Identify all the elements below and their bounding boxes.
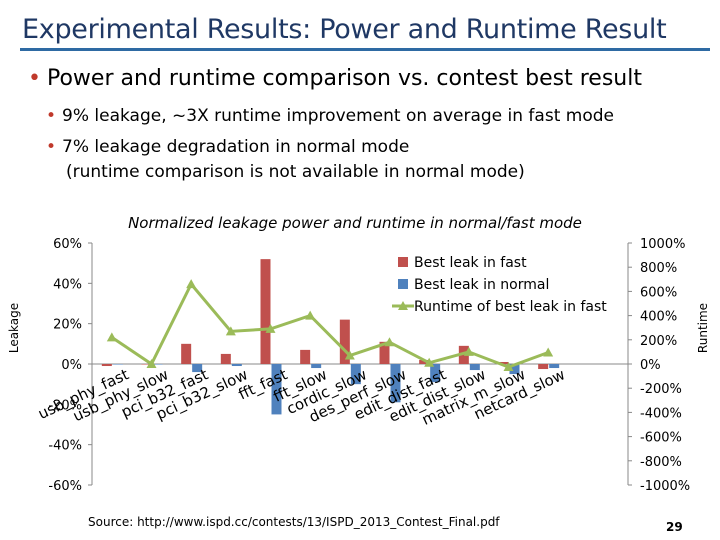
legend-swatch xyxy=(398,279,408,289)
bullet-dot-icon: • xyxy=(28,66,41,91)
bar-best-leak-fast xyxy=(220,353,231,364)
title-rule xyxy=(20,48,710,51)
main-bullet-text: Power and runtime comparison vs. contest… xyxy=(46,66,642,91)
y-tick-label: -20% xyxy=(48,398,82,413)
bar-best-leak-normal xyxy=(509,364,520,375)
runtime-point xyxy=(225,326,236,336)
runtime-point xyxy=(424,357,435,367)
bar-best-leak-fast xyxy=(419,359,430,364)
bar-best-leak-normal xyxy=(231,364,242,367)
bar-best-leak-normal xyxy=(112,364,123,365)
bar-best-leak-normal xyxy=(390,364,401,403)
y2-axis-label: Runtime xyxy=(696,303,710,353)
runtime-point xyxy=(344,350,355,360)
bar-best-leak-normal xyxy=(549,364,560,369)
y2-tick-label: -600% xyxy=(640,431,682,446)
bullet-dot-icon: • xyxy=(46,137,57,157)
source-citation: Source: http://www.ispd.cc/contests/13/I… xyxy=(88,515,500,529)
chart-title: Normalized leakage power and runtime in … xyxy=(128,214,582,232)
sub-bullet-1: • 9% leakage, ~3X runtime improvement on … xyxy=(46,106,614,126)
bar-best-leak-fast xyxy=(339,319,350,364)
y2-tick-label: -200% xyxy=(640,382,682,397)
runtime-point xyxy=(305,310,316,320)
runtime-point xyxy=(265,323,276,333)
bar-best-leak-fast xyxy=(101,364,112,367)
sub-bullet-note: (runtime comparison is not available in … xyxy=(66,162,525,182)
legend-swatch xyxy=(398,257,408,267)
bar-best-leak-normal xyxy=(192,364,203,373)
runtime-point xyxy=(543,347,554,357)
y2-tick-label: -1000% xyxy=(640,479,690,494)
legend-swatch-marker xyxy=(398,301,408,310)
bar-best-leak-fast xyxy=(300,349,311,364)
bullet-dot-icon: • xyxy=(46,106,57,126)
y2-tick-label: 800% xyxy=(640,261,677,276)
y-tick-label: 60% xyxy=(53,237,82,252)
bar-best-leak-fast xyxy=(379,341,390,364)
y2-tick-label: 0% xyxy=(640,358,661,373)
runtime-point xyxy=(384,337,395,347)
sub-bullet-2-text: 7% leakage degradation in normal mode xyxy=(62,137,410,157)
y2-tick-label: 600% xyxy=(640,285,677,300)
sub-bullet-1-text: 9% leakage, ~3X runtime improvement on a… xyxy=(62,106,614,126)
bar-best-leak-normal xyxy=(271,364,282,415)
bar-best-leak-normal xyxy=(350,364,361,385)
runtime-point xyxy=(503,362,514,372)
sub-bullet-2: • 7% leakage degradation in normal mode xyxy=(46,137,409,157)
page-number: 29 xyxy=(666,520,683,534)
bar-best-leak-fast xyxy=(141,364,152,365)
runtime-point xyxy=(146,359,157,368)
bar-best-leak-fast xyxy=(181,343,192,364)
bar-best-leak-normal xyxy=(311,364,322,369)
bar-best-leak-fast xyxy=(458,345,469,364)
y2-tick-label: 400% xyxy=(640,310,677,325)
y-tick-label: 20% xyxy=(53,318,82,333)
slide-title: Experimental Results: Power and Runtime … xyxy=(22,14,667,45)
bar-best-leak-fast xyxy=(498,361,509,364)
runtime-point xyxy=(463,346,474,356)
bar-best-leak-fast xyxy=(260,259,271,364)
y-tick-label: 0% xyxy=(61,358,82,373)
legend-label: Best leak in fast xyxy=(414,255,527,271)
runtime-point xyxy=(186,279,197,289)
y-tick-label: -60% xyxy=(48,479,82,494)
y-tick-label: 40% xyxy=(53,277,82,292)
legend-label: Runtime of best leak in fast xyxy=(414,299,607,315)
runtime-point xyxy=(106,332,117,342)
bar-best-leak-normal xyxy=(430,364,441,383)
y2-tick-label: 200% xyxy=(640,334,677,349)
runtime-line xyxy=(110,281,549,369)
y2-tick-label: 1000% xyxy=(640,237,685,252)
y-axis-label: Leakage xyxy=(7,303,21,353)
y2-tick-label: -400% xyxy=(640,406,682,421)
y2-tick-label: -800% xyxy=(640,455,682,470)
bar-best-leak-normal xyxy=(469,364,480,371)
y-tick-label: -40% xyxy=(48,439,82,454)
main-bullet: • Power and runtime comparison vs. contes… xyxy=(28,66,642,91)
bar-best-leak-normal xyxy=(152,364,163,365)
legend-label: Best leak in normal xyxy=(414,277,549,293)
bar-best-leak-fast xyxy=(538,364,549,370)
